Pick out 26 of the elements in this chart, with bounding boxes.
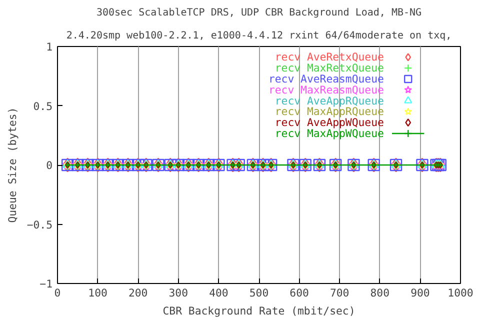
y-tick-label: −1 <box>40 278 53 290</box>
y-tick-label: 0.5 <box>33 100 53 113</box>
x-axis-title: CBR Background Rate (mbit/sec) <box>162 304 356 318</box>
legend-label: recv MaxReasmQueue <box>268 83 384 96</box>
x-tick-label: 800 <box>370 286 390 300</box>
x-tick-label: 600 <box>290 286 309 300</box>
legend-label: recv AveReasmQueue <box>268 72 384 86</box>
x-tick-label: 100 <box>88 286 108 300</box>
x-tick-label: 700 <box>330 286 350 300</box>
x-tick-label: 200 <box>128 286 148 300</box>
legend-label: recv AveRetxQueue <box>274 50 384 64</box>
legend-label: recv AveAppWQueue <box>274 116 384 130</box>
y-tick-label: −0.5 <box>26 218 53 232</box>
x-tick-label: 500 <box>249 286 269 300</box>
x-tick-label: 900 <box>410 286 430 300</box>
chart-subtitle: 2.4.20smp web100-2.2.1, e1000-4.4.12 rxint 64/64moderate on txq, <box>66 30 452 42</box>
legend-label: recv AveAppRQueue <box>274 94 384 108</box>
chart-title: 300sec ScalableTCP DRS, UDP CBR Background Load, MB-NG <box>96 8 422 18</box>
legend-label: recv MaxRetxQueue <box>274 62 384 75</box>
y-tick-label: 1 <box>46 40 53 54</box>
x-tick-label: 1000 <box>448 286 474 300</box>
y-tick-label: 0 <box>46 159 53 172</box>
x-tick-label: 0 <box>54 286 61 300</box>
x-tick-label: 300 <box>168 286 188 300</box>
x-tick-label: 400 <box>209 286 228 300</box>
y-axis-title: Queue Size (bytes) <box>6 107 19 223</box>
